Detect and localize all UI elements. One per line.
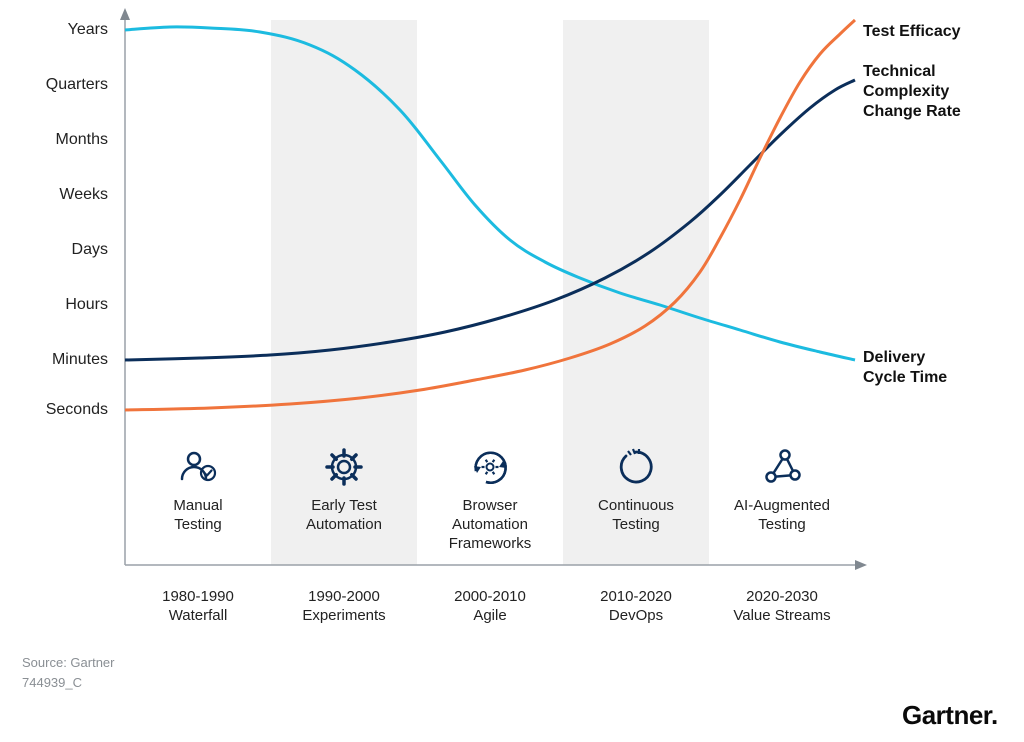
y-tick-label: Minutes [8,351,108,369]
y-tick-label: Years [8,21,108,39]
y-tick-label: Weeks [8,186,108,204]
series-label-text: Technical [863,63,936,80]
series-label-text: Delivery [863,349,925,366]
figure-id: 744939_C [22,675,82,690]
phase-label: AI-AugmentedTesting [712,497,852,535]
x-period-label: 2010-2020DevOps [566,588,706,626]
y-tick-label: Seconds [8,401,108,419]
series-label-delivery: Delivery Cycle Time [863,348,1013,388]
x-period-label: 1980-1990Waterfall [128,588,268,626]
curves-layer [125,20,855,410]
phase-label: BrowserAutomationFrameworks [420,497,560,553]
series-label-text: Change Rate [863,103,961,120]
y-tick-label: Hours [8,296,108,314]
source-line: Source: Gartner [22,655,115,670]
phase-label: ManualTesting [128,497,268,535]
phase-label: Early TestAutomation [274,497,414,535]
series-label-text: Cycle Time [863,369,947,386]
x-period-label: 2020-2030Value Streams [712,588,852,626]
chart-container: Years Quarters Months Weeks Days Hours Minutes… [0,0,1024,742]
browser-icon [474,453,506,483]
series-label-test-efficacy: Test Efficacy [863,22,961,42]
gartner-logo: Gartner. [902,700,998,731]
logo-dot: . [991,700,998,730]
axes [120,8,867,570]
series-label-tech-complexity: Technical Complexity Change Rate [863,62,1013,122]
series-label-text: Complexity [863,83,949,100]
x-period-label: 1990-2000Experiments [274,588,414,626]
logo-text: Gartner [902,700,991,730]
x-period-label: 2000-2010Agile [420,588,560,626]
y-tick-label: Quarters [8,76,108,94]
y-tick-label: Days [8,241,108,259]
y-tick-label: Months [8,131,108,149]
ai-icon [767,451,800,482]
manual-icon [182,453,215,480]
phase-label: ContinuousTesting [566,497,706,535]
